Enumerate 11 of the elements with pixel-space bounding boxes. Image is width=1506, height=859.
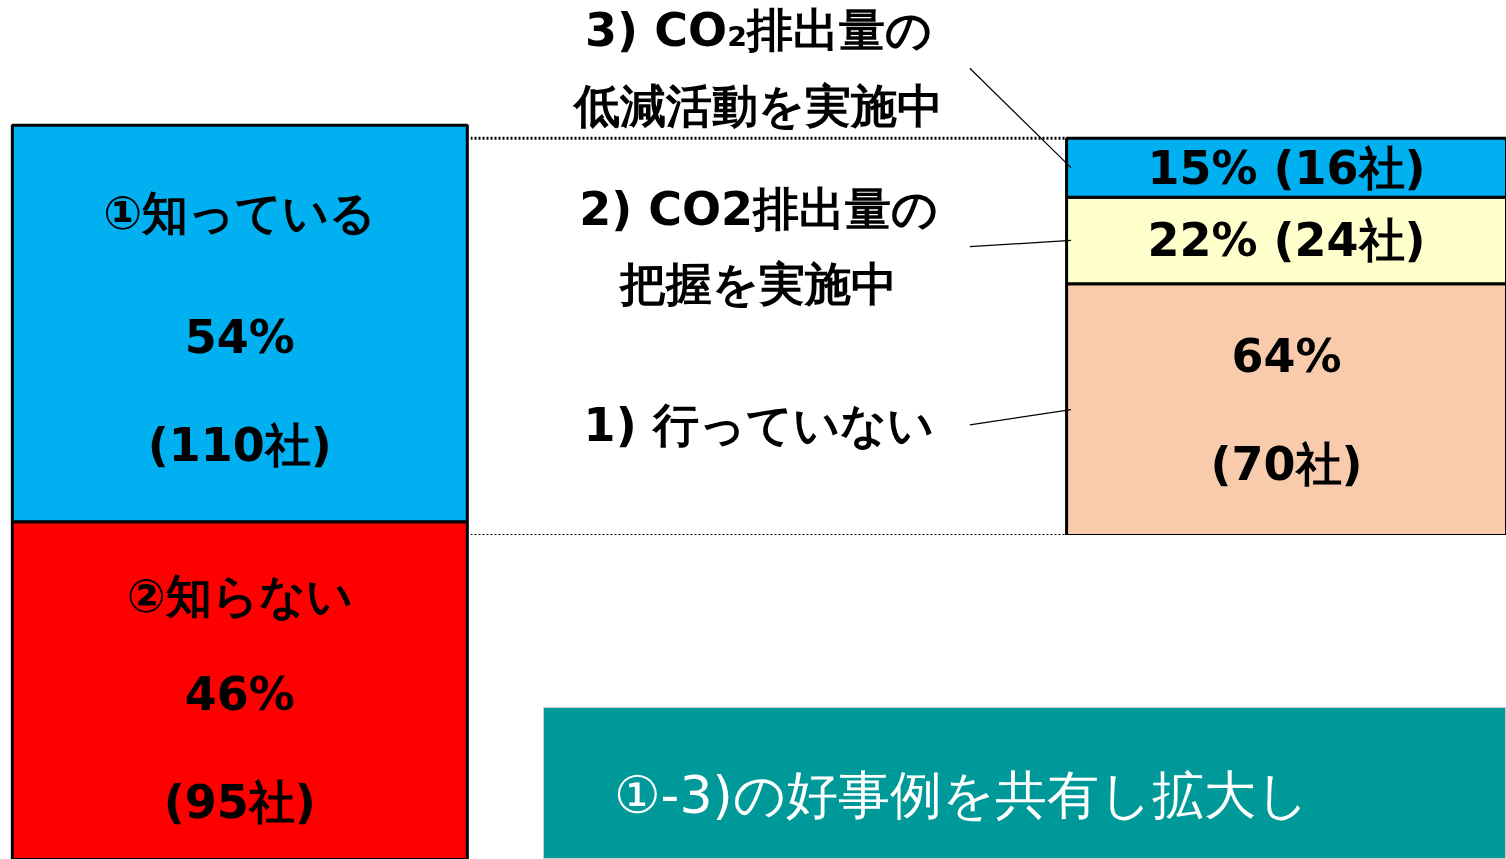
data-label: 22% (24社) [1147, 213, 1426, 268]
text: ①-3)の好事例を共有し拡大し [614, 764, 1309, 827]
legend-label: 1) 行っていない [583, 397, 934, 452]
series-label: ②知らない [126, 569, 353, 624]
text: 3) CO₂排出量の低減活動を実施中 [572, 3, 944, 134]
data-label: 46% (95社) [163, 667, 316, 830]
data-label: 54% (110社) [147, 309, 332, 472]
data-label: 15% (16社) [1147, 140, 1426, 195]
data-label: 64% (70社) [1210, 328, 1363, 491]
series-label: ①知っている [103, 185, 377, 240]
legend-label: 2) CO2排出量の把握を実施中 [579, 181, 939, 312]
